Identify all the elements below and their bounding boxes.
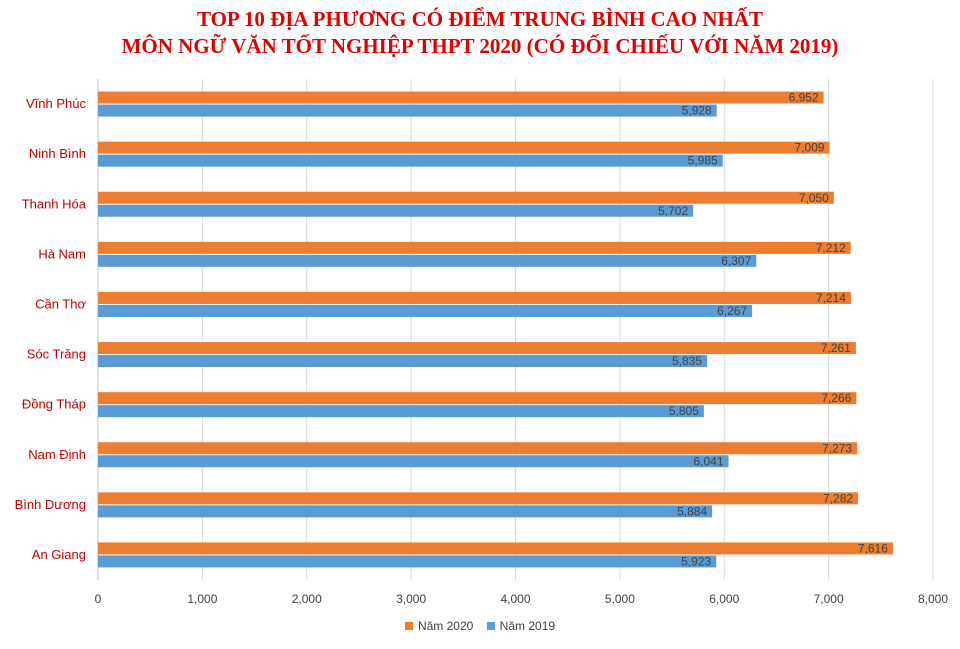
legend-label-2020: Năm 2020 — [417, 619, 474, 633]
category-label: Vĩnh Phúc — [26, 96, 86, 111]
bar-2020 — [98, 342, 856, 355]
legend-swatch-2020 — [404, 622, 413, 630]
bar-2019 — [98, 304, 753, 317]
bar-2020 — [98, 291, 851, 304]
category-label: Bình Dương — [15, 497, 86, 512]
data-label-2019: 6,307 — [721, 254, 751, 268]
category-label: Sóc Trăng — [27, 347, 86, 362]
category-label: Đồng Tháp — [22, 397, 86, 412]
data-label-2019: 6,041 — [693, 454, 723, 468]
bar-2019 — [98, 405, 704, 418]
bar-2019 — [98, 104, 717, 117]
x-tick-label: 2,000 — [292, 592, 322, 606]
data-label-2020: 6,952 — [789, 91, 819, 105]
category-label: Thanh Hóa — [22, 196, 87, 211]
data-label-2020: 7,261 — [821, 341, 851, 355]
chart-subtitle: MÔN NGỮ VĂN TỐT NGHIỆP THPT 2020 (CÓ ĐỐI… — [121, 34, 839, 58]
category-label: An Giang — [32, 547, 86, 562]
data-label-2019: 5,884 — [677, 504, 707, 518]
bar-2019 — [98, 555, 717, 568]
data-label-2020: 7,282 — [823, 491, 853, 505]
data-label-2019: 6,267 — [717, 304, 747, 318]
legend-label-2019: Năm 2019 — [499, 619, 556, 633]
legend-item-2019: Năm 2019 — [486, 619, 556, 633]
chart-title-block: TOP 10 ĐỊA PHƯƠNG CÓ ĐIỂM TRUNG BÌNH CAO… — [0, 6, 960, 60]
data-label-2020: 7,009 — [795, 141, 825, 155]
data-label-2019: 5,923 — [681, 554, 711, 568]
data-label-2019: 5,702 — [658, 204, 688, 218]
bar-2020 — [98, 141, 830, 154]
bar-2020 — [98, 392, 857, 405]
bar-2019 — [98, 204, 694, 217]
data-label-2020: 7,214 — [816, 291, 846, 305]
chart-title: TOP 10 ĐỊA PHƯƠNG CÓ ĐIỂM TRUNG BÌNH CAO… — [196, 7, 764, 31]
category-label: Ninh Bình — [29, 146, 86, 161]
bar-2019 — [98, 455, 729, 468]
x-tick-label: 3,000 — [396, 592, 426, 606]
bar-2020 — [98, 442, 858, 455]
bar-2019 — [98, 505, 713, 518]
data-label-2019: 5,805 — [669, 404, 699, 418]
x-tick-label: 5,000 — [605, 592, 635, 606]
bar-2019 — [98, 355, 708, 368]
legend-swatch-2019 — [486, 622, 495, 630]
x-tick-label: 6,000 — [709, 592, 739, 606]
x-tick-label: 8,000 — [918, 592, 948, 606]
category-label: Nam Định — [28, 447, 86, 462]
x-tick-label: 1,000 — [187, 592, 217, 606]
data-label-2020: 7,273 — [822, 441, 852, 455]
data-label-2019: 5,985 — [688, 154, 718, 168]
category-label: Hà Nam — [38, 246, 86, 261]
data-label-2019: 5,835 — [672, 354, 702, 368]
bar-2019 — [98, 154, 723, 167]
bar-2020 — [98, 91, 824, 104]
legend-item-2020: Năm 2020 — [404, 619, 474, 633]
x-tick-label: 7,000 — [814, 592, 844, 606]
data-label-2019: 5,928 — [682, 104, 712, 118]
category-label: Cần Thơ — [35, 296, 86, 311]
chart-legend: Năm 2020 Năm 2019 — [0, 619, 960, 633]
x-tick-label: 4,000 — [500, 592, 530, 606]
bar-2020 — [98, 241, 851, 254]
data-label-2020: 7,212 — [816, 241, 846, 255]
x-tick-label: 0 — [95, 592, 102, 606]
bar-2020 — [98, 542, 893, 555]
bar-2020 — [98, 492, 859, 505]
data-label-2020: 7,050 — [799, 191, 829, 205]
bar-2019 — [98, 254, 757, 267]
data-label-2020: 7,616 — [858, 541, 888, 555]
bar-2020 — [98, 191, 834, 204]
data-label-2020: 7,266 — [821, 391, 851, 405]
